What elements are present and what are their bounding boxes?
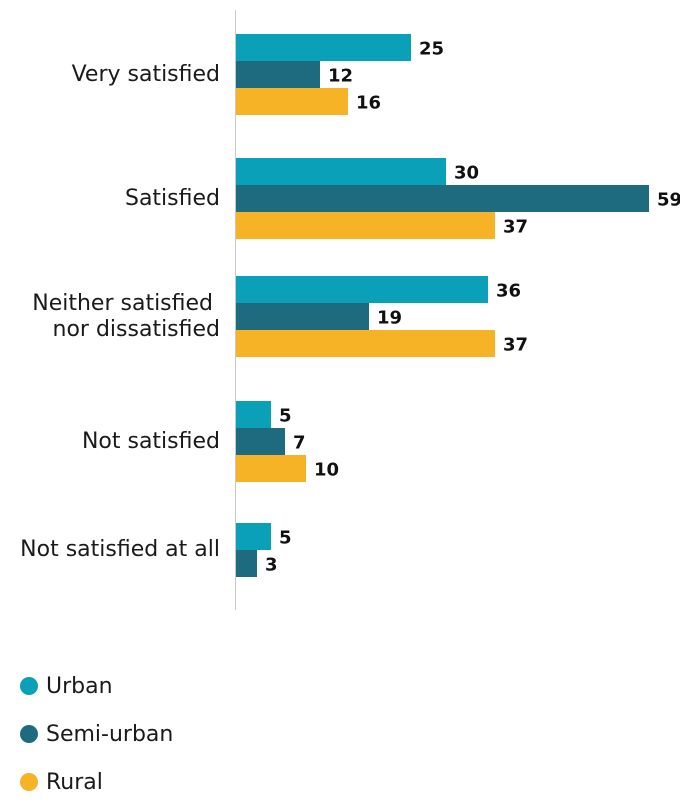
- bar: [236, 88, 348, 115]
- data-label: 37: [503, 335, 528, 356]
- category-label-line: nor dissatisfied: [52, 316, 220, 342]
- data-label: 5: [279, 528, 292, 549]
- legend-label-semi-urban: Semi-urban: [46, 721, 174, 747]
- category-label-line: Very satisfied: [71, 61, 220, 87]
- category-label-line: Not satisfied: [81, 428, 220, 454]
- category-label: Satisfied: [0, 186, 220, 212]
- bar: [236, 550, 257, 577]
- legend-label-rural: Rural: [46, 769, 103, 795]
- category-label-line: Satisfied: [124, 185, 220, 211]
- category-label: Neither satisfied nor dissatisfied: [0, 291, 220, 343]
- legend-item-semi-urban: Semi-urban: [20, 710, 173, 758]
- category-label: Not satisfied at all: [0, 537, 220, 563]
- bar: [236, 428, 285, 455]
- category-axis-line: [235, 10, 236, 610]
- data-label: 37: [503, 217, 528, 238]
- data-label: 16: [356, 93, 381, 114]
- bar: [236, 212, 495, 239]
- data-label: 36: [496, 281, 521, 302]
- bar: [236, 303, 369, 330]
- category-label: Not satisfied: [0, 429, 220, 455]
- legend-swatch-semi-urban: [20, 725, 38, 743]
- bar: [236, 276, 488, 303]
- category-label-line: Neither satisfied: [32, 290, 220, 316]
- legend-label-urban: Urban: [46, 673, 113, 699]
- data-label: 25: [419, 39, 444, 60]
- data-label: 12: [328, 66, 353, 87]
- legend-item-urban: Urban: [20, 662, 173, 710]
- data-label: 5: [279, 406, 292, 427]
- bar: [236, 455, 306, 482]
- data-label: 7: [293, 433, 306, 454]
- legend-swatch-urban: [20, 677, 38, 695]
- data-label: 10: [314, 460, 339, 481]
- data-label: 19: [377, 308, 402, 329]
- bar: [236, 185, 649, 212]
- legend-swatch-rural: [20, 773, 38, 791]
- data-label: 3: [265, 555, 278, 576]
- bar: [236, 34, 411, 61]
- category-label: Very satisfied: [0, 62, 220, 88]
- category-label-line: Not satisfied at all: [20, 537, 220, 562]
- legend: Urban Semi-urban Rural: [20, 662, 173, 806]
- data-label: 59: [657, 190, 680, 211]
- bar: [236, 330, 495, 357]
- bar: [236, 523, 271, 550]
- data-label: 30: [454, 163, 479, 184]
- bar: [236, 158, 446, 185]
- bar: [236, 401, 271, 428]
- legend-item-rural: Rural: [20, 758, 173, 806]
- bar: [236, 61, 320, 88]
